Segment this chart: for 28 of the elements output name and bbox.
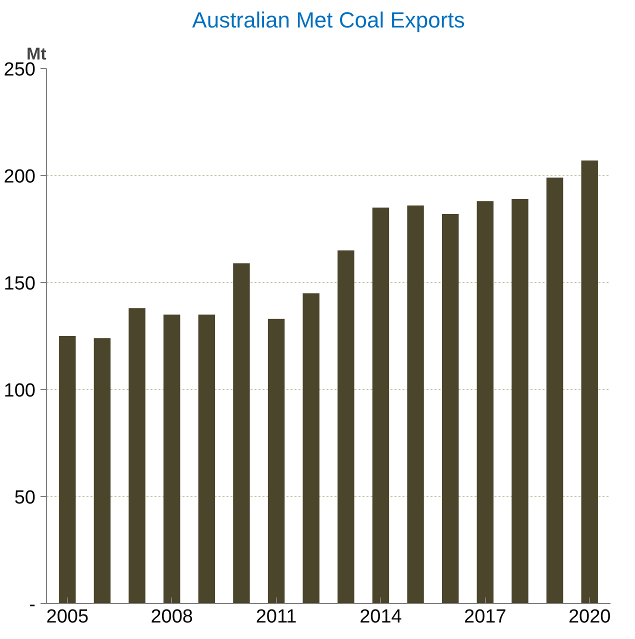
x-tick-label: 2014	[360, 606, 402, 628]
bar	[546, 178, 564, 604]
y-tick-label: -	[29, 594, 36, 616]
bar	[163, 314, 180, 604]
x-tick-label: 2020	[568, 606, 611, 628]
bar	[233, 263, 250, 604]
bar	[302, 293, 320, 604]
bar	[128, 308, 146, 604]
y-tick-label: 100	[4, 380, 36, 402]
bar	[476, 201, 494, 604]
bar	[372, 208, 390, 604]
bar	[338, 250, 354, 604]
x-tick-label: 2005	[46, 606, 89, 628]
bar	[442, 214, 459, 604]
bar	[268, 318, 285, 604]
x-tick-label: 2008	[150, 606, 193, 628]
x-tick-label: 2011	[256, 606, 297, 628]
chart-title: Australian Met Coal Exports	[192, 8, 465, 32]
y-tick-label: 200	[4, 166, 36, 188]
bar	[407, 205, 424, 604]
y-tick-label: 150	[4, 274, 36, 294]
bar	[94, 338, 111, 604]
x-tick-label: 2017	[464, 606, 506, 628]
bar	[581, 160, 598, 604]
bar	[512, 199, 528, 604]
bar	[198, 314, 216, 604]
y-tick-label: 50	[14, 488, 36, 508]
bar	[59, 336, 76, 604]
